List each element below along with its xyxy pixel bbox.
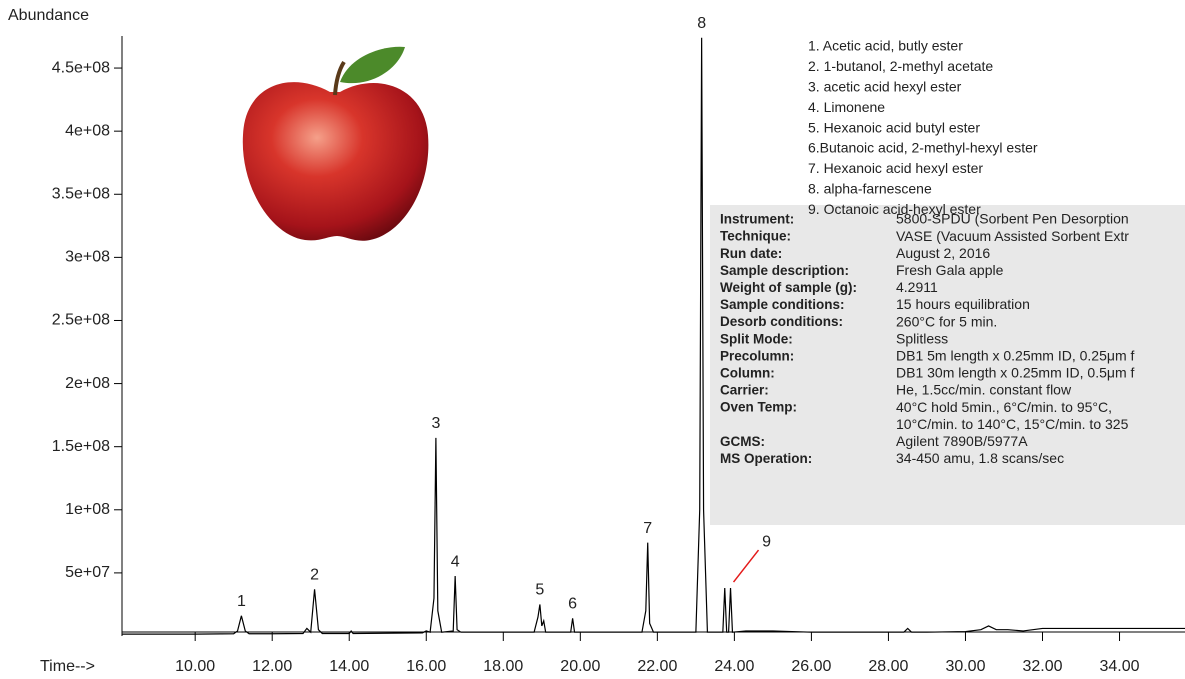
info-key: Desorb conditions: [720, 314, 843, 329]
info-value: 5800-SPDU (Sorbent Pen Desorption [896, 211, 1129, 227]
x-tick-label: 26.00 [791, 658, 831, 675]
info-key: Carrier: [720, 383, 769, 398]
info-value: 260°C for 5 min. [896, 313, 997, 329]
info-value: August 2, 2016 [896, 245, 990, 261]
compound-entry: 3. acetic acid hexyl ester [808, 79, 962, 95]
info-key: GCMS: [720, 434, 765, 449]
apple-image [242, 46, 429, 241]
info-value: DB1 5m length x 0.25mm ID, 0.25μm f [896, 348, 1134, 364]
y-tick-label: 3.5e+08 [52, 185, 110, 202]
x-tick-label: 24.00 [714, 658, 754, 675]
peak-label: 1 [237, 593, 246, 610]
y-tick-label: 2e+08 [65, 375, 110, 392]
x-tick-label: 34.00 [1100, 658, 1140, 675]
x-tick-label: 18.00 [483, 658, 523, 675]
peak-label: 3 [431, 415, 440, 432]
info-key: Column: [720, 365, 775, 380]
info-value: VASE (Vacuum Assisted Sorbent Extr [896, 228, 1129, 244]
compound-entry: 4. Limonene [808, 99, 885, 115]
x-tick-label: 28.00 [868, 658, 908, 675]
info-value: 4.2911 [896, 279, 938, 295]
y-tick-label: 4.5e+08 [52, 59, 110, 76]
info-key: Run date: [720, 246, 782, 261]
compound-entry: 5. Hexanoic acid butyl ester [808, 119, 980, 135]
x-tick-label: 20.00 [560, 658, 600, 675]
compound-entry: 8. alpha-farnescene [808, 181, 932, 197]
compound-entry: 1. Acetic acid, butly ester [808, 38, 963, 54]
peak-label: 2 [310, 567, 319, 584]
info-key: Sample conditions: [720, 297, 845, 312]
info-key: Precolumn: [720, 348, 794, 363]
y-axis-label: Abundance [8, 7, 89, 24]
x-tick-label: 32.00 [1022, 658, 1062, 675]
peak-label: 6 [568, 596, 577, 613]
info-key: Technique: [720, 229, 791, 244]
x-tick-label: 16.00 [406, 658, 446, 675]
y-tick-label: 1e+08 [65, 501, 110, 518]
info-key: Oven Temp: [720, 400, 797, 415]
info-value: 34-450 amu, 1.8 scans/sec [896, 450, 1064, 466]
info-key: Sample description: [720, 263, 849, 278]
y-tick-label: 4e+08 [65, 122, 110, 139]
compound-entry: 7. Hexanoic acid hexyl ester [808, 160, 983, 176]
y-tick-label: 5e+07 [65, 564, 110, 581]
info-value: Splitless [896, 330, 948, 346]
info-value: Fresh Gala apple [896, 262, 1004, 278]
compound-entry: 2. 1-butanol, 2-methyl acetate [808, 58, 993, 74]
info-value: He, 1.5cc/min. constant flow [896, 382, 1072, 398]
y-tick-label: 1.5e+08 [52, 438, 110, 455]
x-tick-label: 30.00 [945, 658, 985, 675]
info-key: Instrument: [720, 212, 794, 227]
info-value: 10°C/min. to 140°C, 15°C/min. to 325 [896, 416, 1129, 432]
info-key: Weight of sample (g): [720, 280, 857, 295]
chromatogram-line [122, 37, 1185, 635]
compound-entry: 9. Octanoic acid-hexyl ester [808, 201, 981, 217]
y-tick-label: 3e+08 [65, 249, 110, 266]
x-axis-label: Time--> [40, 658, 95, 675]
peak-label: 5 [535, 582, 544, 599]
x-tick-label: 10.00 [175, 658, 215, 675]
info-panel [710, 205, 1185, 525]
peak-label: 7 [643, 520, 652, 537]
compound-entry: 6.Butanoic acid, 2-methyl-hexyl ester [808, 140, 1038, 156]
peak-label: 9 [762, 533, 771, 550]
x-tick-label: 14.00 [329, 658, 369, 675]
x-tick-label: 22.00 [637, 658, 677, 675]
peak-label: 4 [451, 553, 460, 570]
info-value: 15 hours equilibration [896, 296, 1030, 312]
info-value: DB1 30m length x 0.25mm ID, 0.5μm f [896, 365, 1134, 381]
x-tick-label: 12.00 [252, 658, 292, 675]
info-value: Agilent 7890B/5977A [896, 433, 1028, 449]
peak-pointer [732, 549, 760, 583]
info-key: Split Mode: [720, 331, 793, 346]
info-value: 40°C hold 5min., 6°C/min. to 95°C, [896, 399, 1112, 415]
info-key: MS Operation: [720, 451, 812, 466]
peak-label: 8 [697, 15, 706, 32]
y-tick-label: 2.5e+08 [52, 312, 110, 329]
